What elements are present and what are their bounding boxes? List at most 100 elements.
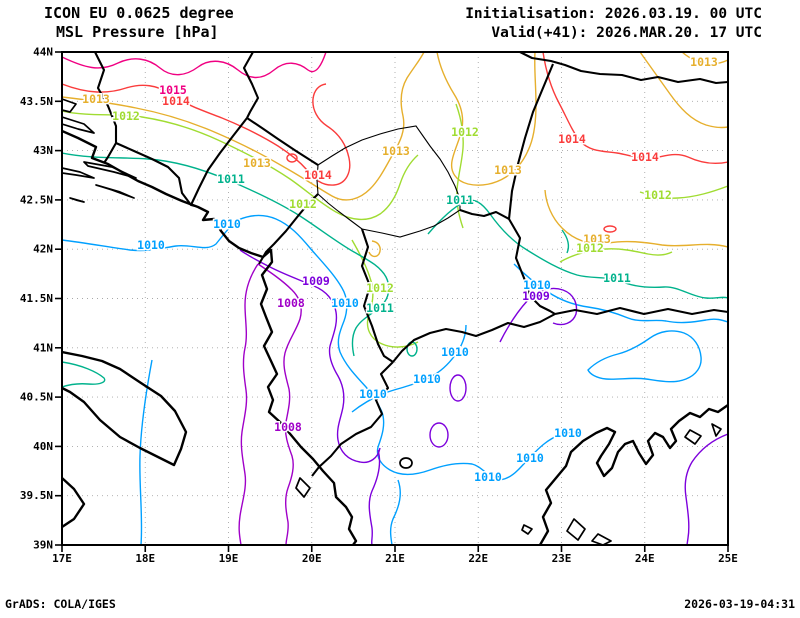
coastline (62, 129, 358, 545)
country-border (94, 52, 118, 164)
contour-path-1009 (684, 433, 728, 545)
lake-outline (399, 457, 413, 469)
contour-label: 1009 (302, 274, 330, 288)
x-tick-label: 20E (302, 552, 322, 565)
contour-label: 1010 (413, 372, 441, 386)
contour-label: 1010 (137, 238, 165, 252)
contour-label: 1013 (583, 232, 611, 246)
x-tick-label: 18E (135, 552, 155, 565)
coastline (62, 477, 86, 528)
contour-label: 1010 (523, 278, 551, 292)
contour-path-1011 (62, 152, 390, 357)
contour-path-1008 (257, 263, 302, 545)
contour-label: 1013 (82, 92, 110, 106)
coastline (62, 350, 188, 467)
contour-label: 1012 (289, 197, 317, 211)
y-tick-label: 40N (33, 440, 53, 453)
y-tick-label: 39N (33, 539, 53, 552)
field-title: MSL Pressure [hPa] (56, 23, 219, 41)
contour-label: 1008 (274, 420, 302, 434)
map-frame (61, 51, 729, 546)
contour-closed-1014 (603, 225, 617, 233)
y-tick-label: 43.5N (20, 95, 53, 108)
contour-label: 1010 (331, 296, 359, 310)
contour-label: 1014 (631, 150, 659, 164)
y-tick-label: 39.5N (20, 489, 53, 502)
y-tick-label: 44N (33, 46, 53, 59)
contour-label: 1012 (576, 241, 604, 255)
contour-path-1008 (238, 263, 259, 545)
country-border (392, 313, 556, 363)
x-tick-label: 24E (635, 552, 655, 565)
island-outline (83, 161, 137, 179)
country-border-thin (316, 125, 461, 238)
contour-label: 1013 (690, 55, 718, 69)
contour-label: 1010 (516, 451, 544, 465)
contour-path-1010 (62, 214, 577, 481)
y-tick-label: 43N (33, 144, 53, 157)
contour-closed-1009 (449, 374, 467, 402)
contour-path-1010 (587, 330, 702, 383)
contour-label: 1014 (162, 94, 190, 108)
contour-path-1013 (681, 52, 728, 65)
contour-label: 1011 (366, 301, 394, 315)
contour-path-1013 (639, 52, 728, 129)
y-tick-label: 41.5N (20, 292, 53, 305)
y-tick-label: 42.5N (20, 193, 53, 206)
grid-layer (62, 52, 728, 545)
country-border (242, 52, 260, 119)
x-tick-label: 21E (385, 552, 405, 565)
island-outline (62, 116, 95, 134)
contour-path-1013 (62, 52, 425, 201)
footer-timestamp: 2026-03-19-04:31 (684, 597, 795, 611)
country-border (519, 52, 728, 85)
country-border (508, 218, 556, 315)
axis-label-layer: 17E 18E 19E 20E 21E 22E 23E 24E 25E 44N 43.5N 43N 42… (20, 46, 738, 566)
y-tick-label: 42N (33, 243, 53, 256)
contour-label: 1014 (304, 168, 332, 182)
contour-label: 1009 (522, 289, 550, 303)
contour-label: 1013 (243, 156, 271, 170)
country-border (190, 117, 248, 206)
island-outline (591, 533, 612, 545)
contour-path-1014 (542, 52, 728, 165)
y-tick-label: 40.5N (20, 391, 53, 404)
contour-label: 1010 (213, 217, 241, 231)
country-border (360, 228, 394, 363)
island-outline (566, 518, 586, 541)
island-outline (95, 184, 135, 199)
country-border (311, 361, 394, 477)
contour-label: 1011 (446, 193, 474, 207)
contour-path-1009 (499, 287, 578, 343)
contour-label: 1012 (112, 109, 140, 123)
contour-label: 1011 (603, 271, 631, 285)
contour-closed-1009 (429, 422, 449, 448)
country-border (459, 209, 510, 220)
x-tick-label: 22E (468, 552, 488, 565)
contour-label: 1014 (558, 132, 586, 146)
tick-layer (55, 51, 729, 552)
country-border (246, 117, 319, 166)
island-outline (684, 429, 702, 445)
x-tick-label: 19E (219, 552, 239, 565)
x-tick-label: 23E (552, 552, 572, 565)
contour-label: 1011 (217, 172, 245, 186)
island-outline (69, 197, 85, 203)
contour-path-1010 (513, 263, 728, 324)
contour-path-1012 (559, 248, 673, 263)
contour-label: 1013 (494, 163, 522, 177)
init-time: Initialisation: 2026.03.19. 00 UTC (465, 6, 762, 22)
geography-layer (62, 52, 728, 545)
contour-label: 1012 (644, 188, 672, 202)
island-outline (62, 167, 95, 179)
contour-path-1010 (139, 359, 153, 545)
island-outline (521, 524, 533, 535)
country-border (554, 306, 728, 316)
contour-path-1011 (561, 229, 570, 254)
contour-path-1015 (62, 52, 327, 79)
contour-closed-1014 (286, 153, 298, 163)
footer-grads: GrADS: COLA/IGES (5, 597, 116, 611)
contour-path-1010 (389, 479, 401, 545)
